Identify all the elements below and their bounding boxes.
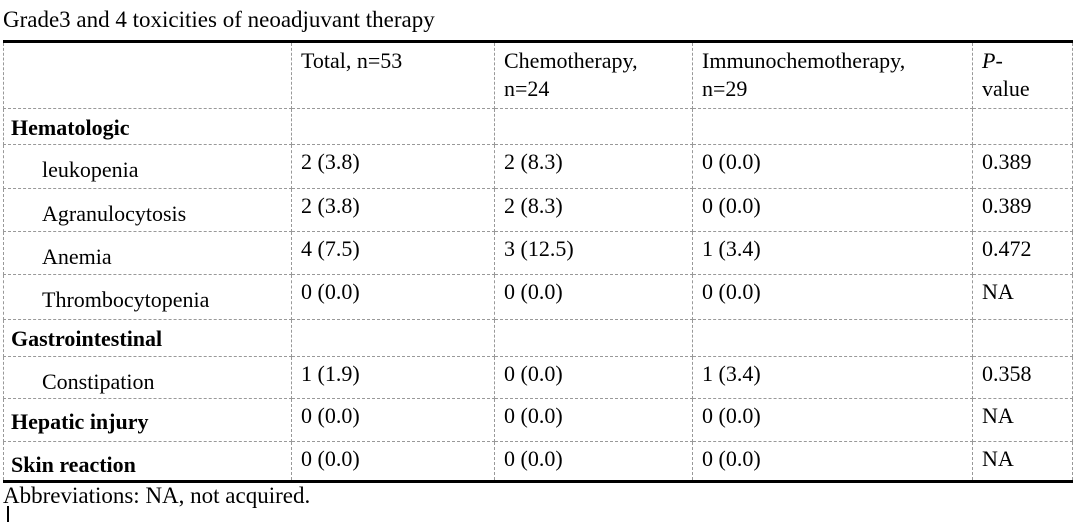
cell-immuno: [692, 319, 973, 357]
pvalue-line2: value: [982, 76, 1030, 101]
table-row-gastrointestinal: Gastrointestinal: [3, 319, 1073, 357]
table-title: Grade3 and 4 toxicities of neoadjuvant t…: [3, 7, 435, 32]
header-cell-rowlabel: [3, 41, 292, 109]
cell-pvalue: 0.389: [972, 188, 1073, 232]
table-body: Hematologic leukopenia 2 (3.8) 2 (8.3) 0…: [3, 108, 1073, 482]
cell-chemo: 3 (12.5): [494, 231, 693, 275]
row-label: Skin reaction: [3, 441, 292, 482]
cell-immuno: [692, 108, 973, 145]
cell-immuno: 1 (3.4): [692, 231, 973, 275]
cell-immuno: 0 (0.0): [692, 274, 973, 320]
table-header: Total, n=53 Chemotherapy, n=24 Immunochem…: [3, 41, 1073, 109]
cell-total: 2 (3.8): [291, 144, 495, 189]
cell-chemo: 0 (0.0): [494, 274, 693, 320]
cell-pvalue: [972, 319, 1073, 357]
header-row: Total, n=53 Chemotherapy, n=24 Immunochem…: [3, 41, 1073, 109]
table-row-hematologic: Hematologic: [3, 108, 1073, 145]
cell-immuno: 0 (0.0): [692, 441, 973, 482]
cell-pvalue: NA: [972, 274, 1073, 320]
table-row-leukopenia: leukopenia 2 (3.8) 2 (8.3) 0 (0.0) 0.389: [3, 144, 1073, 189]
toxicities-table: Total, n=53 Chemotherapy, n=24 Immunochem…: [3, 40, 1073, 483]
abbreviations-note: Abbreviations: NA, not acquired.: [3, 483, 311, 508]
header-immuno-line2: n=29: [702, 76, 748, 101]
cell-total: 2 (3.8): [291, 188, 495, 232]
table-row-anemia: Anemia 4 (7.5) 3 (12.5) 1 (3.4) 0.472: [3, 231, 1073, 275]
header-immuno-line1: Immunochemotherapy,: [702, 48, 906, 73]
row-label: leukopenia: [3, 144, 292, 189]
row-label: Hepatic injury: [3, 398, 292, 442]
row-label: Hematologic: [3, 108, 292, 145]
cell-chemo: 0 (0.0): [494, 398, 693, 442]
header-chemo-line2: n=24: [504, 76, 550, 101]
cell-chemo: 0 (0.0): [494, 356, 693, 399]
cell-pvalue: 0.389: [972, 144, 1073, 189]
row-label: Thrombocytopenia: [3, 274, 292, 320]
header-cell-chemotherapy: Chemotherapy, n=24: [494, 41, 693, 109]
cell-immuno: 0 (0.0): [692, 144, 973, 189]
table-row-skin-reaction: Skin reaction 0 (0.0) 0 (0.0) 0 (0.0) NA: [3, 441, 1073, 482]
cell-total: 4 (7.5): [291, 231, 495, 275]
cell-pvalue: NA: [972, 441, 1073, 482]
row-label: Agranulocytosis: [3, 188, 292, 232]
cell-chemo: [494, 319, 693, 357]
table-row-thrombocytopenia: Thrombocytopenia 0 (0.0) 0 (0.0) 0 (0.0)…: [3, 274, 1073, 320]
header-cell-immunochemotherapy: Immunochemotherapy, n=29: [692, 41, 973, 109]
header-cell-pvalue: P- value: [972, 41, 1073, 109]
cell-immuno: 0 (0.0): [692, 188, 973, 232]
cell-pvalue: 0.358: [972, 356, 1073, 399]
pvalue-dash: -: [995, 48, 1003, 73]
cell-total: 0 (0.0): [291, 398, 495, 442]
row-label: Anemia: [3, 231, 292, 275]
cell-chemo: 0 (0.0): [494, 441, 693, 482]
header-chemo-line1: Chemotherapy,: [504, 48, 638, 73]
table-row-hepatic-injury: Hepatic injury 0 (0.0) 0 (0.0) 0 (0.0) N…: [3, 398, 1073, 442]
cell-chemo: 2 (8.3): [494, 144, 693, 189]
cell-total: [291, 319, 495, 357]
cell-chemo: [494, 108, 693, 145]
table-row-constipation: Constipation 1 (1.9) 0 (0.0) 1 (3.4) 0.3…: [3, 356, 1073, 399]
cell-total: 0 (0.0): [291, 441, 495, 482]
cell-total: 1 (1.9): [291, 356, 495, 399]
header-cell-total: Total, n=53: [291, 41, 495, 109]
row-label: Gastrointestinal: [3, 319, 292, 357]
row-label: Constipation: [3, 356, 292, 399]
cell-chemo: 2 (8.3): [494, 188, 693, 232]
cell-pvalue: 0.472: [972, 231, 1073, 275]
cell-pvalue: [972, 108, 1073, 145]
cell-total: [291, 108, 495, 145]
cell-immuno: 1 (3.4): [692, 356, 973, 399]
pvalue-italic-p: P: [982, 48, 996, 73]
table-row-agranulocytosis: Agranulocytosis 2 (3.8) 2 (8.3) 0 (0.0) …: [3, 188, 1073, 232]
cell-immuno: 0 (0.0): [692, 398, 973, 442]
cell-pvalue: NA: [972, 398, 1073, 442]
cell-total: 0 (0.0): [291, 274, 495, 320]
text-cursor: [7, 506, 9, 522]
